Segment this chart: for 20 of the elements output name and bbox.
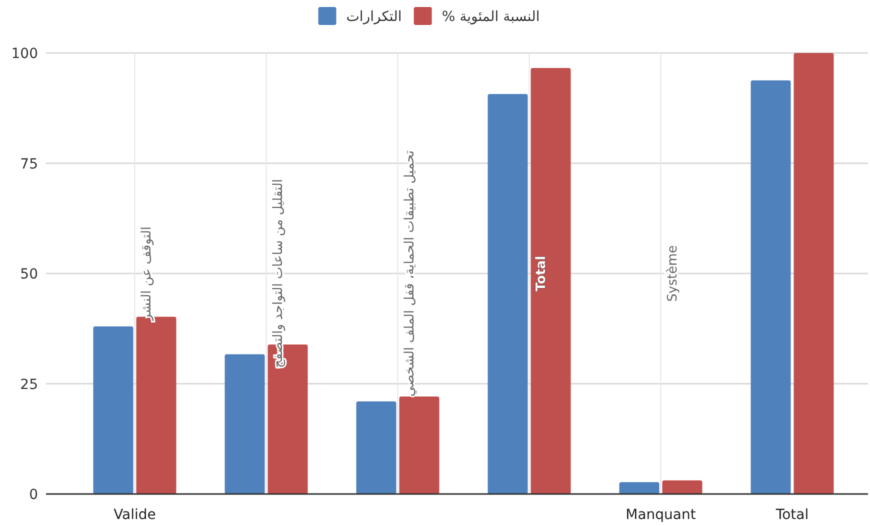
bar [399, 396, 440, 494]
bar [750, 80, 791, 494]
bar [662, 480, 702, 494]
bar [224, 354, 265, 494]
legend-label: التكرارات [346, 9, 402, 25]
legend-label: النسبة المئوية % [442, 9, 540, 25]
text: Valide [114, 507, 156, 523]
y-tick-label: 0 [29, 487, 38, 503]
bar [488, 94, 528, 494]
text: Manquant [626, 507, 696, 523]
y-tick-label: 100 [11, 46, 38, 62]
y-tick-label: 75 [20, 156, 38, 172]
bar [794, 53, 834, 494]
bar [530, 68, 571, 494]
y-tick-label: 25 [20, 376, 38, 393]
y-tick-label: 50 [20, 266, 38, 282]
bar [93, 326, 134, 494]
text: Total [774, 507, 809, 523]
bar [619, 482, 660, 494]
bar [356, 401, 396, 494]
